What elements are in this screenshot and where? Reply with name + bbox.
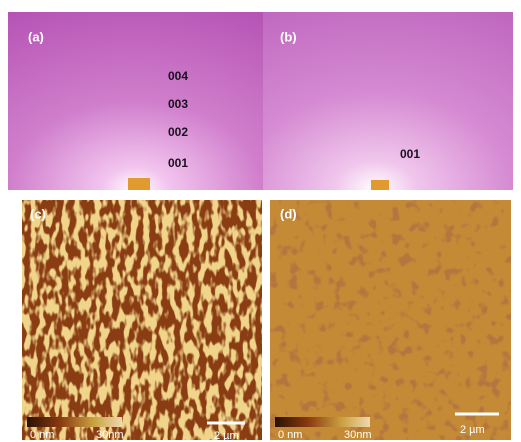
panel-label: (b) bbox=[280, 29, 297, 44]
peak-label: 004 bbox=[168, 69, 188, 83]
panel-a: (a) 004 003 002 001 bbox=[8, 12, 263, 190]
diffraction-image bbox=[263, 12, 513, 190]
panel-d: (d) 0 nm 30nm 2 µm bbox=[270, 200, 511, 441]
peak-label: 001 bbox=[168, 156, 188, 170]
panel-c: (c) 0 nm 30nm 2 µm bbox=[22, 200, 262, 442]
scale-bar-label: 2 µm bbox=[214, 430, 239, 442]
beamstop bbox=[128, 178, 150, 190]
peak-label: 003 bbox=[168, 97, 188, 111]
beamstop bbox=[371, 180, 389, 190]
colorbar-max: 30nm bbox=[96, 429, 124, 441]
panel-label: (c) bbox=[30, 206, 46, 221]
panel-label: (d) bbox=[280, 206, 297, 221]
colorbar-max: 30nm bbox=[344, 429, 372, 441]
diffraction-image bbox=[8, 12, 263, 190]
peak-label: 002 bbox=[168, 125, 188, 139]
panel-b: (b) 001 bbox=[263, 12, 513, 190]
scale-bar-label: 2 µm bbox=[460, 424, 485, 436]
figure: (a) 004 003 002 001 (b) 001 (c) 0 nm 30n… bbox=[0, 0, 521, 442]
colorbar-min: 0 nm bbox=[278, 429, 302, 441]
peak-label: 001 bbox=[400, 147, 420, 161]
color-bar bbox=[27, 417, 122, 427]
afm-texture bbox=[22, 200, 262, 440]
colorbar-min: 0 nm bbox=[30, 429, 54, 441]
afm-texture bbox=[270, 200, 511, 440]
color-bar bbox=[275, 417, 370, 427]
panel-label: (a) bbox=[28, 29, 44, 44]
